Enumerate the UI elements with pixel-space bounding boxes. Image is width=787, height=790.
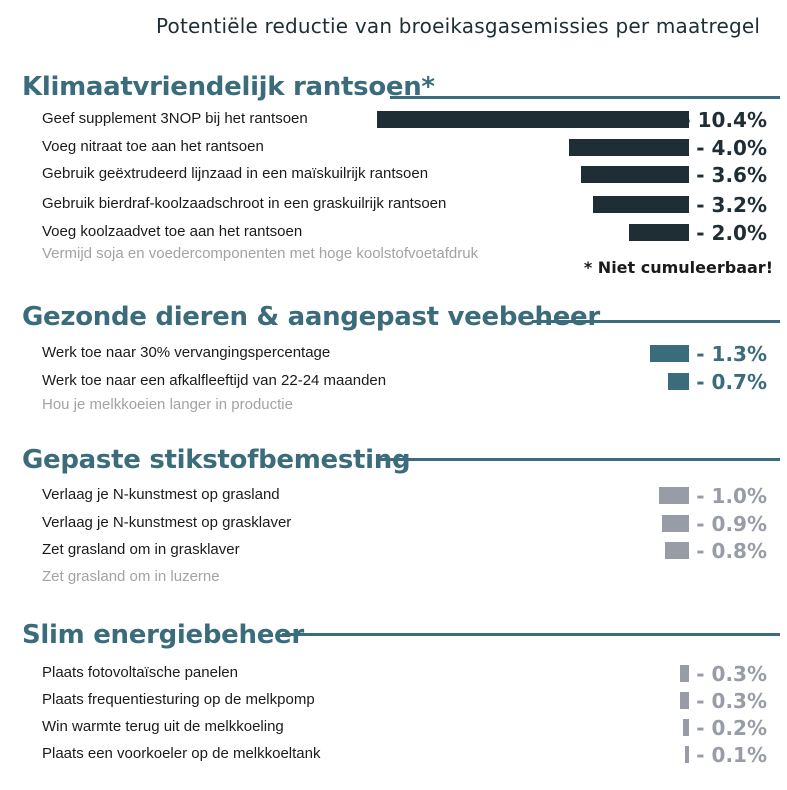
measure-label: Plaats een voorkoeler op de melkkoeltank (42, 745, 321, 762)
measure-row: Win warmte terug uit de melkkoeling - 0.2… (0, 716, 787, 740)
measure-label: Werk toe naar een afkalfleeftijd van 22-… (42, 372, 387, 389)
measure-row: Verlaag je N-kunstmest op grasland - 1.0% (0, 484, 787, 508)
reduction-value-label: - 10.4% (682, 108, 767, 132)
measure-row: Plaats frequentiesturing op de melkpomp -… (0, 689, 787, 713)
section-divider-line (282, 633, 780, 636)
measure-row: Werk toe naar een afkalfleeftijd van 22-… (0, 370, 787, 394)
measure-row: Plaats fotovoltaïsche panelen - 0.3% (0, 662, 787, 686)
reduction-value-label: - 0.3% (696, 689, 767, 713)
measure-row: Plaats een voorkoeler op de melkkoeltank… (0, 743, 787, 767)
reduction-value-label: - 0.3% (696, 662, 767, 686)
reduction-value-label: - 3.6% (696, 163, 767, 187)
measure-label: Verlaag je N-kunstmest op grasklaver (42, 514, 292, 531)
reduction-bar (581, 166, 689, 183)
section-divider-line (532, 320, 780, 323)
measure-label: Werk toe naar 30% vervangingspercentage (42, 344, 331, 361)
measure-row: Gebruik bierdraf-koolzaadschroot in een … (0, 193, 787, 217)
reduction-bar (662, 515, 689, 532)
reduction-bar (685, 746, 689, 763)
section-note: Vermijd soja en voedercomponenten met ho… (42, 245, 479, 262)
measure-row: Voeg koolzaadvet toe aan het rantsoen - 2… (0, 221, 787, 245)
measure-label: Geef supplement 3NOP bij het rantsoen (42, 110, 308, 127)
measure-label: Plaats frequentiesturing op de melkpomp (42, 691, 315, 708)
reduction-bar (659, 487, 689, 504)
section-note: Zet grasland om in luzerne (42, 568, 220, 585)
reduction-bar (665, 542, 689, 559)
section-title: Slim energiebeheer (22, 620, 304, 650)
reduction-bar (683, 719, 689, 736)
measure-row: Verlaag je N-kunstmest op grasklaver - 0.… (0, 512, 787, 536)
footnote: * Niet cumuleerbaar! (583, 258, 773, 277)
measure-row: Zet grasland om in grasklaver - 0.8% (0, 539, 787, 563)
reduction-value-label: - 2.0% (696, 221, 767, 245)
section-title: Klimaatvriendelijk rantsoen* (22, 72, 435, 102)
measure-row: Werk toe naar 30% vervangingspercentage -… (0, 342, 787, 366)
reduction-bar (680, 692, 689, 709)
reduction-value-label: - 0.1% (696, 743, 767, 767)
reduction-bar (569, 139, 689, 156)
reduction-value-label: - 0.8% (696, 539, 767, 563)
reduction-value-label: - 0.9% (696, 512, 767, 536)
measure-label: Gebruik geëxtrudeerd lijnzaad in een maï… (42, 165, 429, 182)
reduction-value-label: - 4.0% (696, 136, 767, 160)
section-divider-line (390, 96, 780, 99)
reduction-value-label: - 0.2% (696, 716, 767, 740)
section-title: Gezonde dieren & aangepast veebeheer (22, 302, 600, 332)
reduction-bar (629, 224, 689, 241)
measure-label: Gebruik bierdraf-koolzaadschroot in een … (42, 195, 447, 212)
measure-label: Plaats fotovoltaïsche panelen (42, 664, 238, 681)
measure-row: Gebruik geëxtrudeerd lijnzaad in een maï… (0, 163, 787, 187)
reduction-value-label: - 3.2% (696, 193, 767, 217)
measure-label: Voeg nitraat toe aan het rantsoen (42, 138, 264, 155)
reduction-bar (668, 373, 689, 390)
reduction-value-label: - 1.0% (696, 484, 767, 508)
reduction-bar (593, 196, 689, 213)
reduction-value-label: - 1.3% (696, 342, 767, 366)
measure-row: Geef supplement 3NOP bij het rantsoen - 1… (0, 108, 787, 132)
reduction-value-label: - 0.7% (696, 370, 767, 394)
measure-row: Voeg nitraat toe aan het rantsoen - 4.0% (0, 136, 787, 160)
measure-label: Voeg koolzaadvet toe aan het rantsoen (42, 223, 303, 240)
reduction-bar (680, 665, 689, 682)
section-title: Gepaste stikstofbemesting (22, 445, 411, 475)
measure-label: Verlaag je N-kunstmest op grasland (42, 486, 280, 503)
section-note: Hou je melkkoeien langer in productie (42, 396, 293, 413)
reduction-bar (650, 345, 689, 362)
measure-label: Zet grasland om in grasklaver (42, 541, 240, 558)
section-divider-line (380, 458, 780, 461)
reduction-bar (377, 111, 689, 128)
page-title: Potentiële reductie van broeikasgasemiss… (156, 14, 761, 38)
measure-label: Win warmte terug uit de melkkoeling (42, 718, 284, 735)
